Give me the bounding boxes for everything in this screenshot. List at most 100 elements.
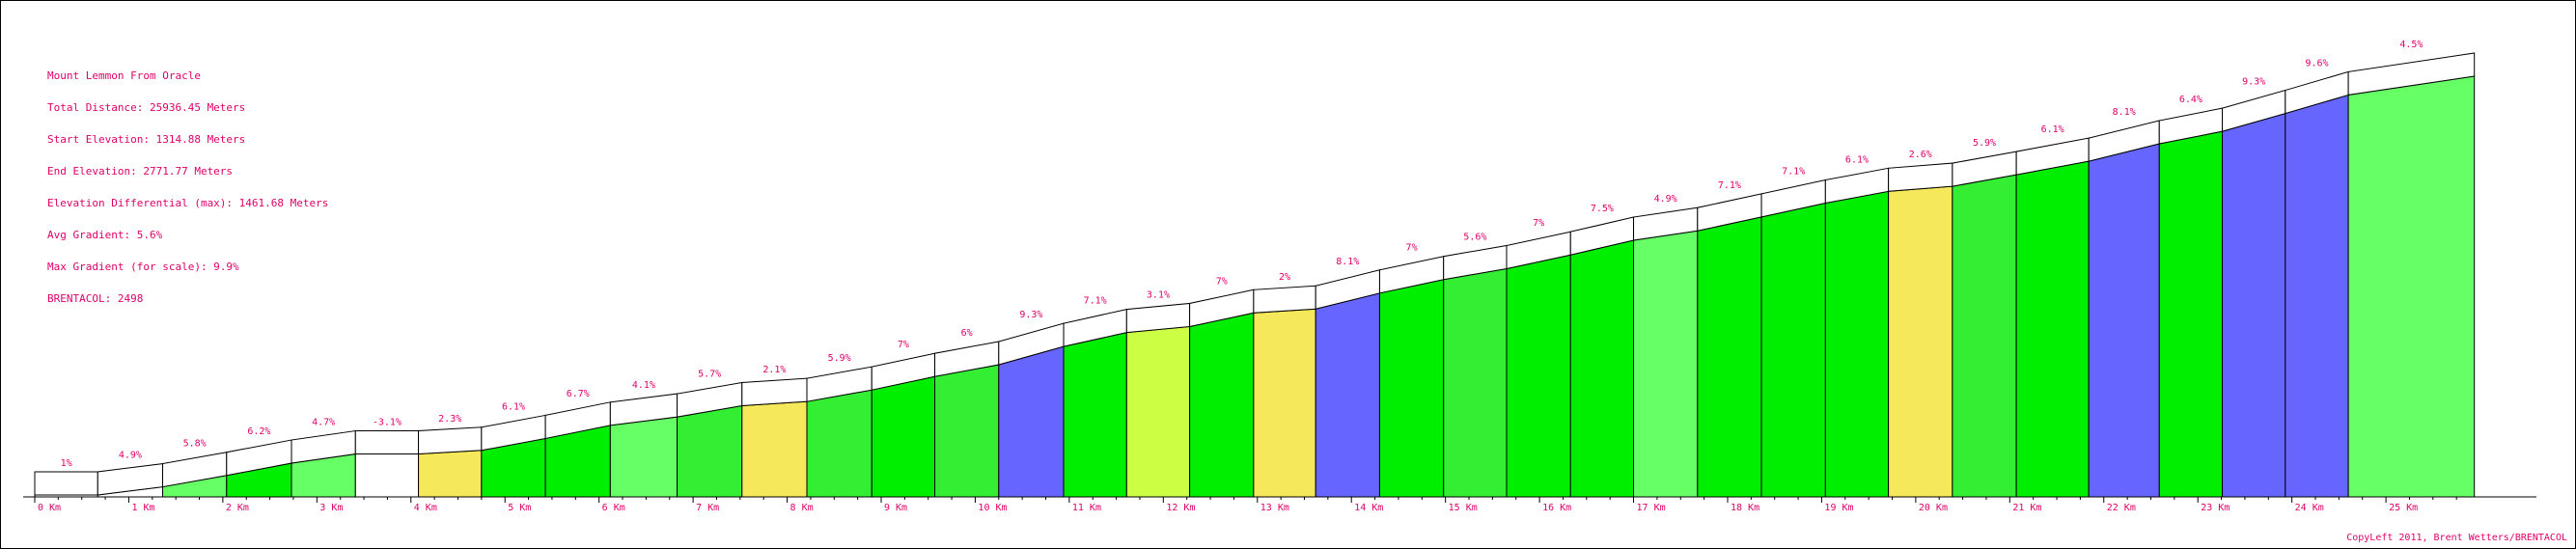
profile-segment bbox=[1888, 185, 1953, 498]
x-tick-label: 5 Km bbox=[508, 503, 531, 513]
profile-segment bbox=[1506, 254, 1571, 498]
profile-segment bbox=[1378, 279, 1445, 498]
profile-segment bbox=[1760, 202, 1826, 498]
grade-label: 5.7% bbox=[698, 370, 721, 380]
start-elevation: Start Elevation: 1314.88 Meters bbox=[47, 133, 246, 146]
grade-label: 5.9% bbox=[828, 353, 851, 364]
grade-label: 6.7% bbox=[567, 389, 590, 399]
road-surface bbox=[34, 52, 2476, 496]
road-band bbox=[354, 430, 420, 455]
profile-segment bbox=[2347, 75, 2476, 498]
grade-label: 6% bbox=[961, 328, 973, 339]
x-tick-label: 8 Km bbox=[790, 503, 814, 513]
grade-label: 7% bbox=[1406, 243, 1418, 254]
grade-label: 9.3% bbox=[1019, 310, 1042, 320]
profile-segment bbox=[677, 404, 743, 498]
road-band bbox=[418, 426, 483, 455]
grade-label: 4.1% bbox=[632, 380, 655, 391]
grade-label: 3.1% bbox=[1147, 289, 1170, 300]
brentacol-score: BRENTACOL: 2498 bbox=[47, 292, 144, 305]
grade-label: 6.1% bbox=[2041, 124, 2064, 135]
x-tick-label: 3 Km bbox=[319, 503, 343, 513]
x-tick-label: 24 Km bbox=[2295, 503, 2324, 513]
end-elevation: End Elevation: 2771.77 Meters bbox=[47, 165, 234, 178]
x-tick-label: 21 Km bbox=[2012, 503, 2041, 513]
x-tick-label: 12 Km bbox=[1166, 503, 1195, 513]
x-tick-label: 19 Km bbox=[1824, 503, 1853, 513]
x-tick-label: 2 Km bbox=[226, 503, 249, 513]
profile-segment bbox=[1443, 267, 1508, 498]
x-tick-label: 15 Km bbox=[1449, 503, 1478, 513]
x-tick-label: 0 Km bbox=[38, 503, 61, 513]
elevation-differential: Elevation Differential (max): 1461.68 Me… bbox=[47, 197, 329, 209]
x-tick-label: 6 Km bbox=[602, 503, 625, 513]
grade-label: 4.5% bbox=[2399, 40, 2423, 50]
route-title: Mount Lemmon From Oracle bbox=[47, 69, 201, 82]
x-tick-label: 13 Km bbox=[1260, 503, 1289, 513]
total-distance: Total Distance: 25936.45 Meters bbox=[47, 101, 246, 114]
road-band bbox=[1888, 162, 1953, 192]
x-axis: 0 Km 1 Km 2 Km 3 Km 4 Km 5 Km 6 Km 7 Km 8 Km 9 Km… bbox=[23, 496, 2536, 513]
x-tick-label: 1 Km bbox=[131, 503, 154, 513]
profile-segment bbox=[1125, 325, 1191, 498]
x-tick-label: 10 Km bbox=[978, 503, 1007, 513]
x-tick-label: 9 Km bbox=[884, 503, 907, 513]
copyleft-notice: CopyLeft 2011, Brent Wetters/BRENTACOL bbox=[2346, 533, 2567, 543]
grade-label: 4.9% bbox=[119, 451, 142, 461]
grade-label: 2.6% bbox=[1909, 150, 1932, 160]
grade-label: 6.1% bbox=[502, 401, 525, 412]
route-info-block: Mount Lemmon From Oracle Total Distance:… bbox=[47, 49, 328, 325]
grade-label: 8.1% bbox=[2113, 107, 2136, 118]
grade-label: 7% bbox=[1533, 218, 1544, 229]
x-tick-label: 23 Km bbox=[2201, 503, 2230, 513]
x-tick-label: 14 Km bbox=[1354, 503, 1383, 513]
grade-label: 6.1% bbox=[1845, 154, 1869, 165]
grade-label: 5.9% bbox=[1973, 138, 1996, 149]
grade-label: 7.1% bbox=[1718, 180, 1741, 191]
profile-segment bbox=[418, 450, 483, 498]
grade-label: 2% bbox=[1279, 272, 1290, 283]
profile-segment bbox=[1063, 332, 1127, 498]
grade-label: 7.1% bbox=[1084, 296, 1107, 307]
profile-segment bbox=[934, 364, 1000, 498]
profile-segment bbox=[1253, 308, 1316, 498]
grade-label: 6.4% bbox=[2179, 95, 2202, 105]
profile-segment bbox=[609, 416, 679, 498]
x-tick-label: 4 Km bbox=[414, 503, 437, 513]
profile-segment bbox=[2222, 112, 2286, 498]
grade-label: 8.1% bbox=[1336, 257, 1359, 267]
profile-segment bbox=[998, 345, 1065, 498]
max-gradient: Max Gradient (for scale): 9.9% bbox=[47, 261, 239, 273]
grade-label: 9.6% bbox=[2305, 58, 2328, 69]
grade-label: 7.1% bbox=[1782, 167, 1805, 178]
profile-segment bbox=[1952, 174, 2017, 498]
grade-label: 2.3% bbox=[438, 414, 461, 425]
profile-segment bbox=[1633, 230, 1699, 498]
grade-label: 2.1% bbox=[762, 365, 786, 375]
avg-gradient: Avg Gradient: 5.6% bbox=[47, 229, 163, 241]
profile-segment bbox=[1824, 190, 1890, 498]
grade-label: 7% bbox=[1216, 276, 1228, 287]
profile-segment bbox=[741, 400, 808, 498]
x-tick-label: 25 Km bbox=[2389, 503, 2418, 513]
grade-label: 4.7% bbox=[312, 418, 335, 428]
grade-labels: 1% 4.9% 5.8% 6.2% 4.7% -3.1% 2.3% 6.1% 6.7% 4.1% 5… bbox=[61, 40, 2424, 469]
profile-segment bbox=[871, 375, 936, 498]
road-band bbox=[741, 377, 808, 407]
profile-segment bbox=[1569, 239, 1635, 498]
road-band bbox=[34, 471, 98, 496]
profile-segment bbox=[1315, 292, 1380, 498]
profile-segment bbox=[806, 389, 873, 498]
profile-segment bbox=[2088, 143, 2160, 498]
profile-segment bbox=[354, 453, 420, 498]
grade-label: 9.3% bbox=[2242, 77, 2265, 88]
grade-label: 5.6% bbox=[1463, 232, 1486, 242]
x-tick-label: 16 Km bbox=[1542, 503, 1571, 513]
road-band bbox=[2347, 52, 2476, 96]
road-band bbox=[1253, 285, 1316, 314]
x-tick-label: 18 Km bbox=[1731, 503, 1759, 513]
x-tick-label: 17 Km bbox=[1637, 503, 1666, 513]
x-tick-label: 20 Km bbox=[1919, 503, 1948, 513]
